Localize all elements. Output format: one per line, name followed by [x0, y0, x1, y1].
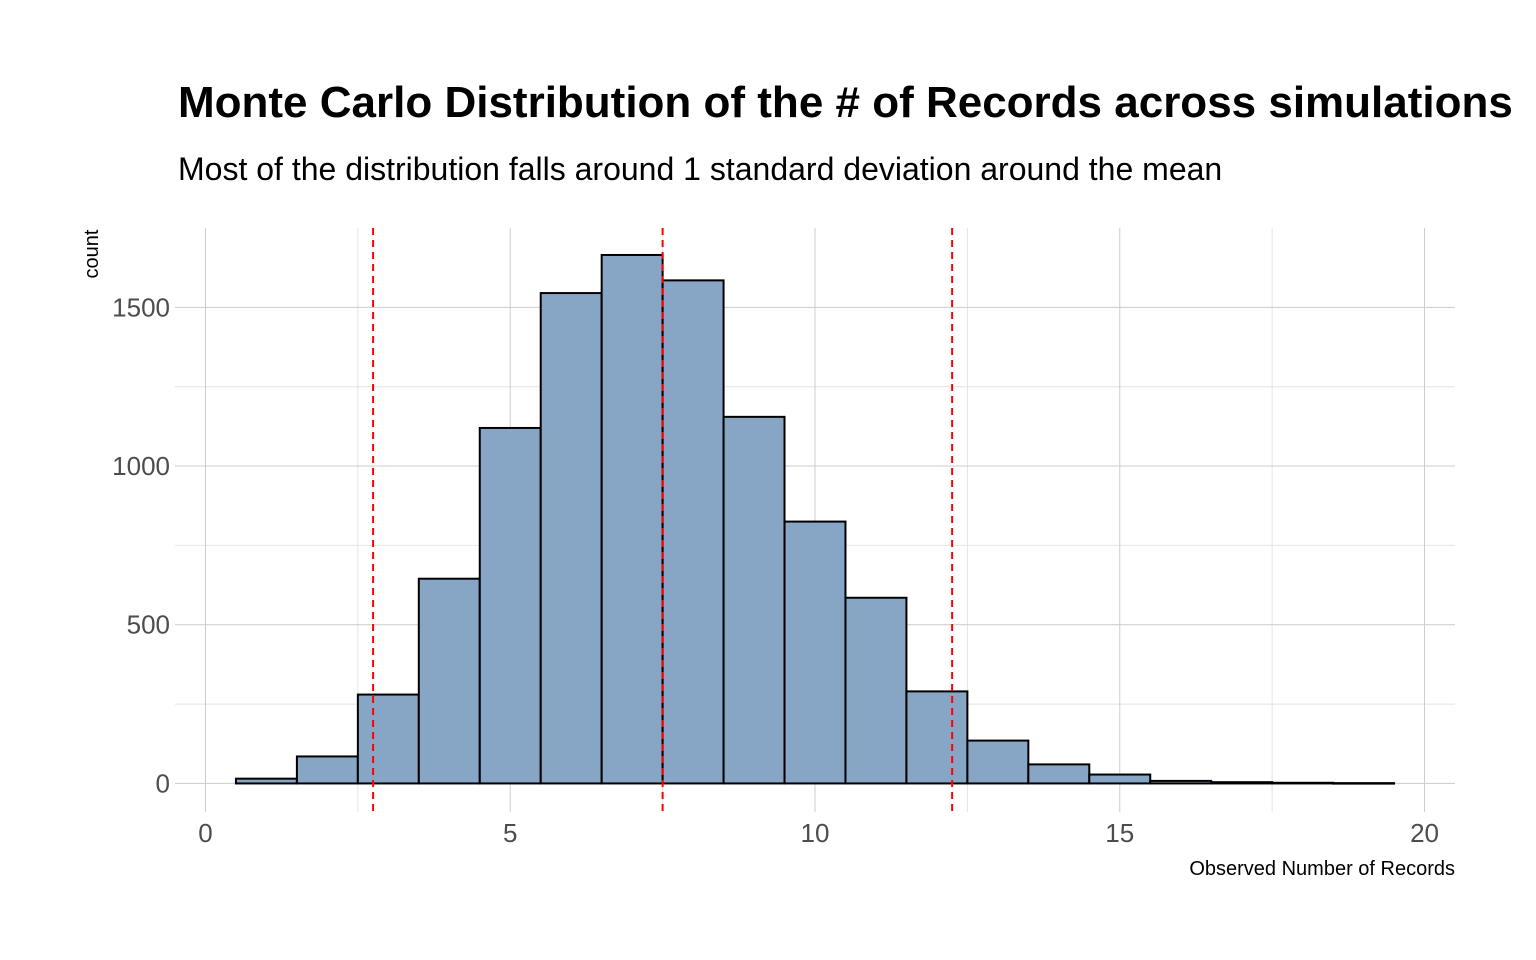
histogram-bar [844, 596, 908, 785]
histogram-bar [905, 690, 969, 785]
histogram-bar [722, 415, 786, 785]
x-axis-title: Observed Number of Records [1189, 858, 1455, 880]
histogram-bar [783, 520, 847, 785]
y-axis-ticks: 0 500 1000 1500 [112, 292, 170, 798]
y-axis-title: count [81, 229, 103, 278]
histogram-bar [295, 755, 359, 785]
histogram-bar [1149, 779, 1213, 785]
x-tick-label: 10 [801, 818, 830, 848]
histogram-bar [1210, 781, 1274, 785]
histogram-bar [1332, 782, 1396, 785]
chart-subtitle: Most of the distribution falls around 1 … [178, 151, 1222, 187]
histogram-bar [478, 426, 542, 785]
histogram-bar [1271, 781, 1335, 785]
histogram-bar [661, 279, 725, 785]
y-tick-label: 0 [156, 768, 170, 798]
y-tick-label: 1500 [112, 292, 170, 322]
histogram-bars [234, 253, 1396, 785]
histogram-bar [600, 253, 664, 785]
y-tick-label: 500 [127, 610, 170, 640]
histogram-bar [539, 292, 603, 785]
y-tick-label: 1000 [112, 451, 170, 481]
x-tick-label: 5 [503, 818, 517, 848]
x-tick-label: 15 [1105, 818, 1134, 848]
x-axis-ticks: 0 5 10 15 20 [198, 818, 1439, 848]
x-tick-label: 0 [198, 818, 212, 848]
histogram-bar [966, 739, 1030, 785]
histogram-bar [356, 693, 420, 785]
histogram-bar [417, 577, 481, 785]
histogram-bar [234, 777, 298, 785]
histogram-bar [1027, 763, 1091, 785]
x-tick-label: 20 [1410, 818, 1439, 848]
chart-title: Monte Carlo Distribution of the # of Rec… [178, 78, 1513, 127]
histogram-bar [1088, 773, 1152, 785]
reference-lines [372, 228, 954, 812]
